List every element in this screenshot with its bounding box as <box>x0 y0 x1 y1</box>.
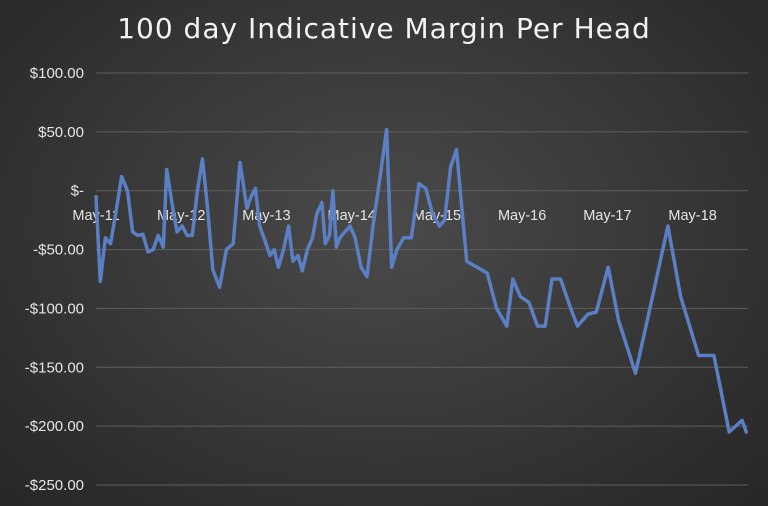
y-tick-label: $50.00 <box>38 124 84 141</box>
x-tick-label: May-15 <box>413 208 461 224</box>
y-tick-label: -$50.00 <box>33 242 84 259</box>
x-tick-label: May-14 <box>328 208 376 224</box>
x-tick-label: May-17 <box>583 208 631 224</box>
x-tick-label: May-13 <box>242 208 290 224</box>
y-tick-label: -$150.00 <box>25 359 84 376</box>
y-tick-label: $100.00 <box>30 65 84 82</box>
series-line <box>94 127 749 434</box>
y-tick-label: -$200.00 <box>25 418 84 435</box>
x-tick-label: May-16 <box>498 208 546 224</box>
y-tick-label: -$100.00 <box>25 300 84 317</box>
chart-title: 100 day Indicative Margin Per Head <box>117 12 651 45</box>
y-tick-label: $- <box>71 183 84 200</box>
y-tick-label: -$250.00 <box>25 477 84 494</box>
x-tick-label: May-18 <box>668 208 716 224</box>
